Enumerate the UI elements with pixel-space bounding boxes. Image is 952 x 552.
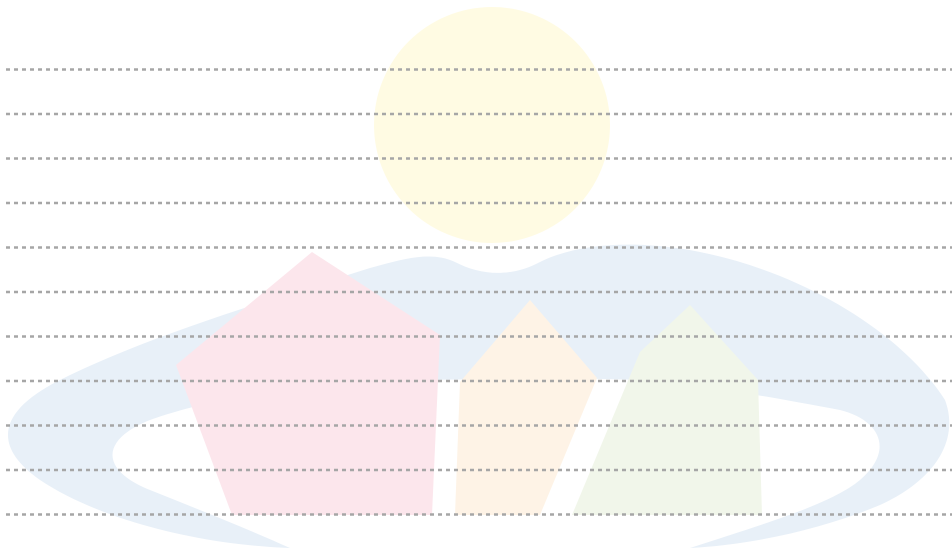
orange-house-shape bbox=[455, 300, 597, 515]
red-house-shape bbox=[176, 252, 440, 515]
sun-shape bbox=[374, 7, 610, 243]
green-house-shape bbox=[572, 305, 762, 515]
ruled-line-group bbox=[6, 68, 952, 516]
